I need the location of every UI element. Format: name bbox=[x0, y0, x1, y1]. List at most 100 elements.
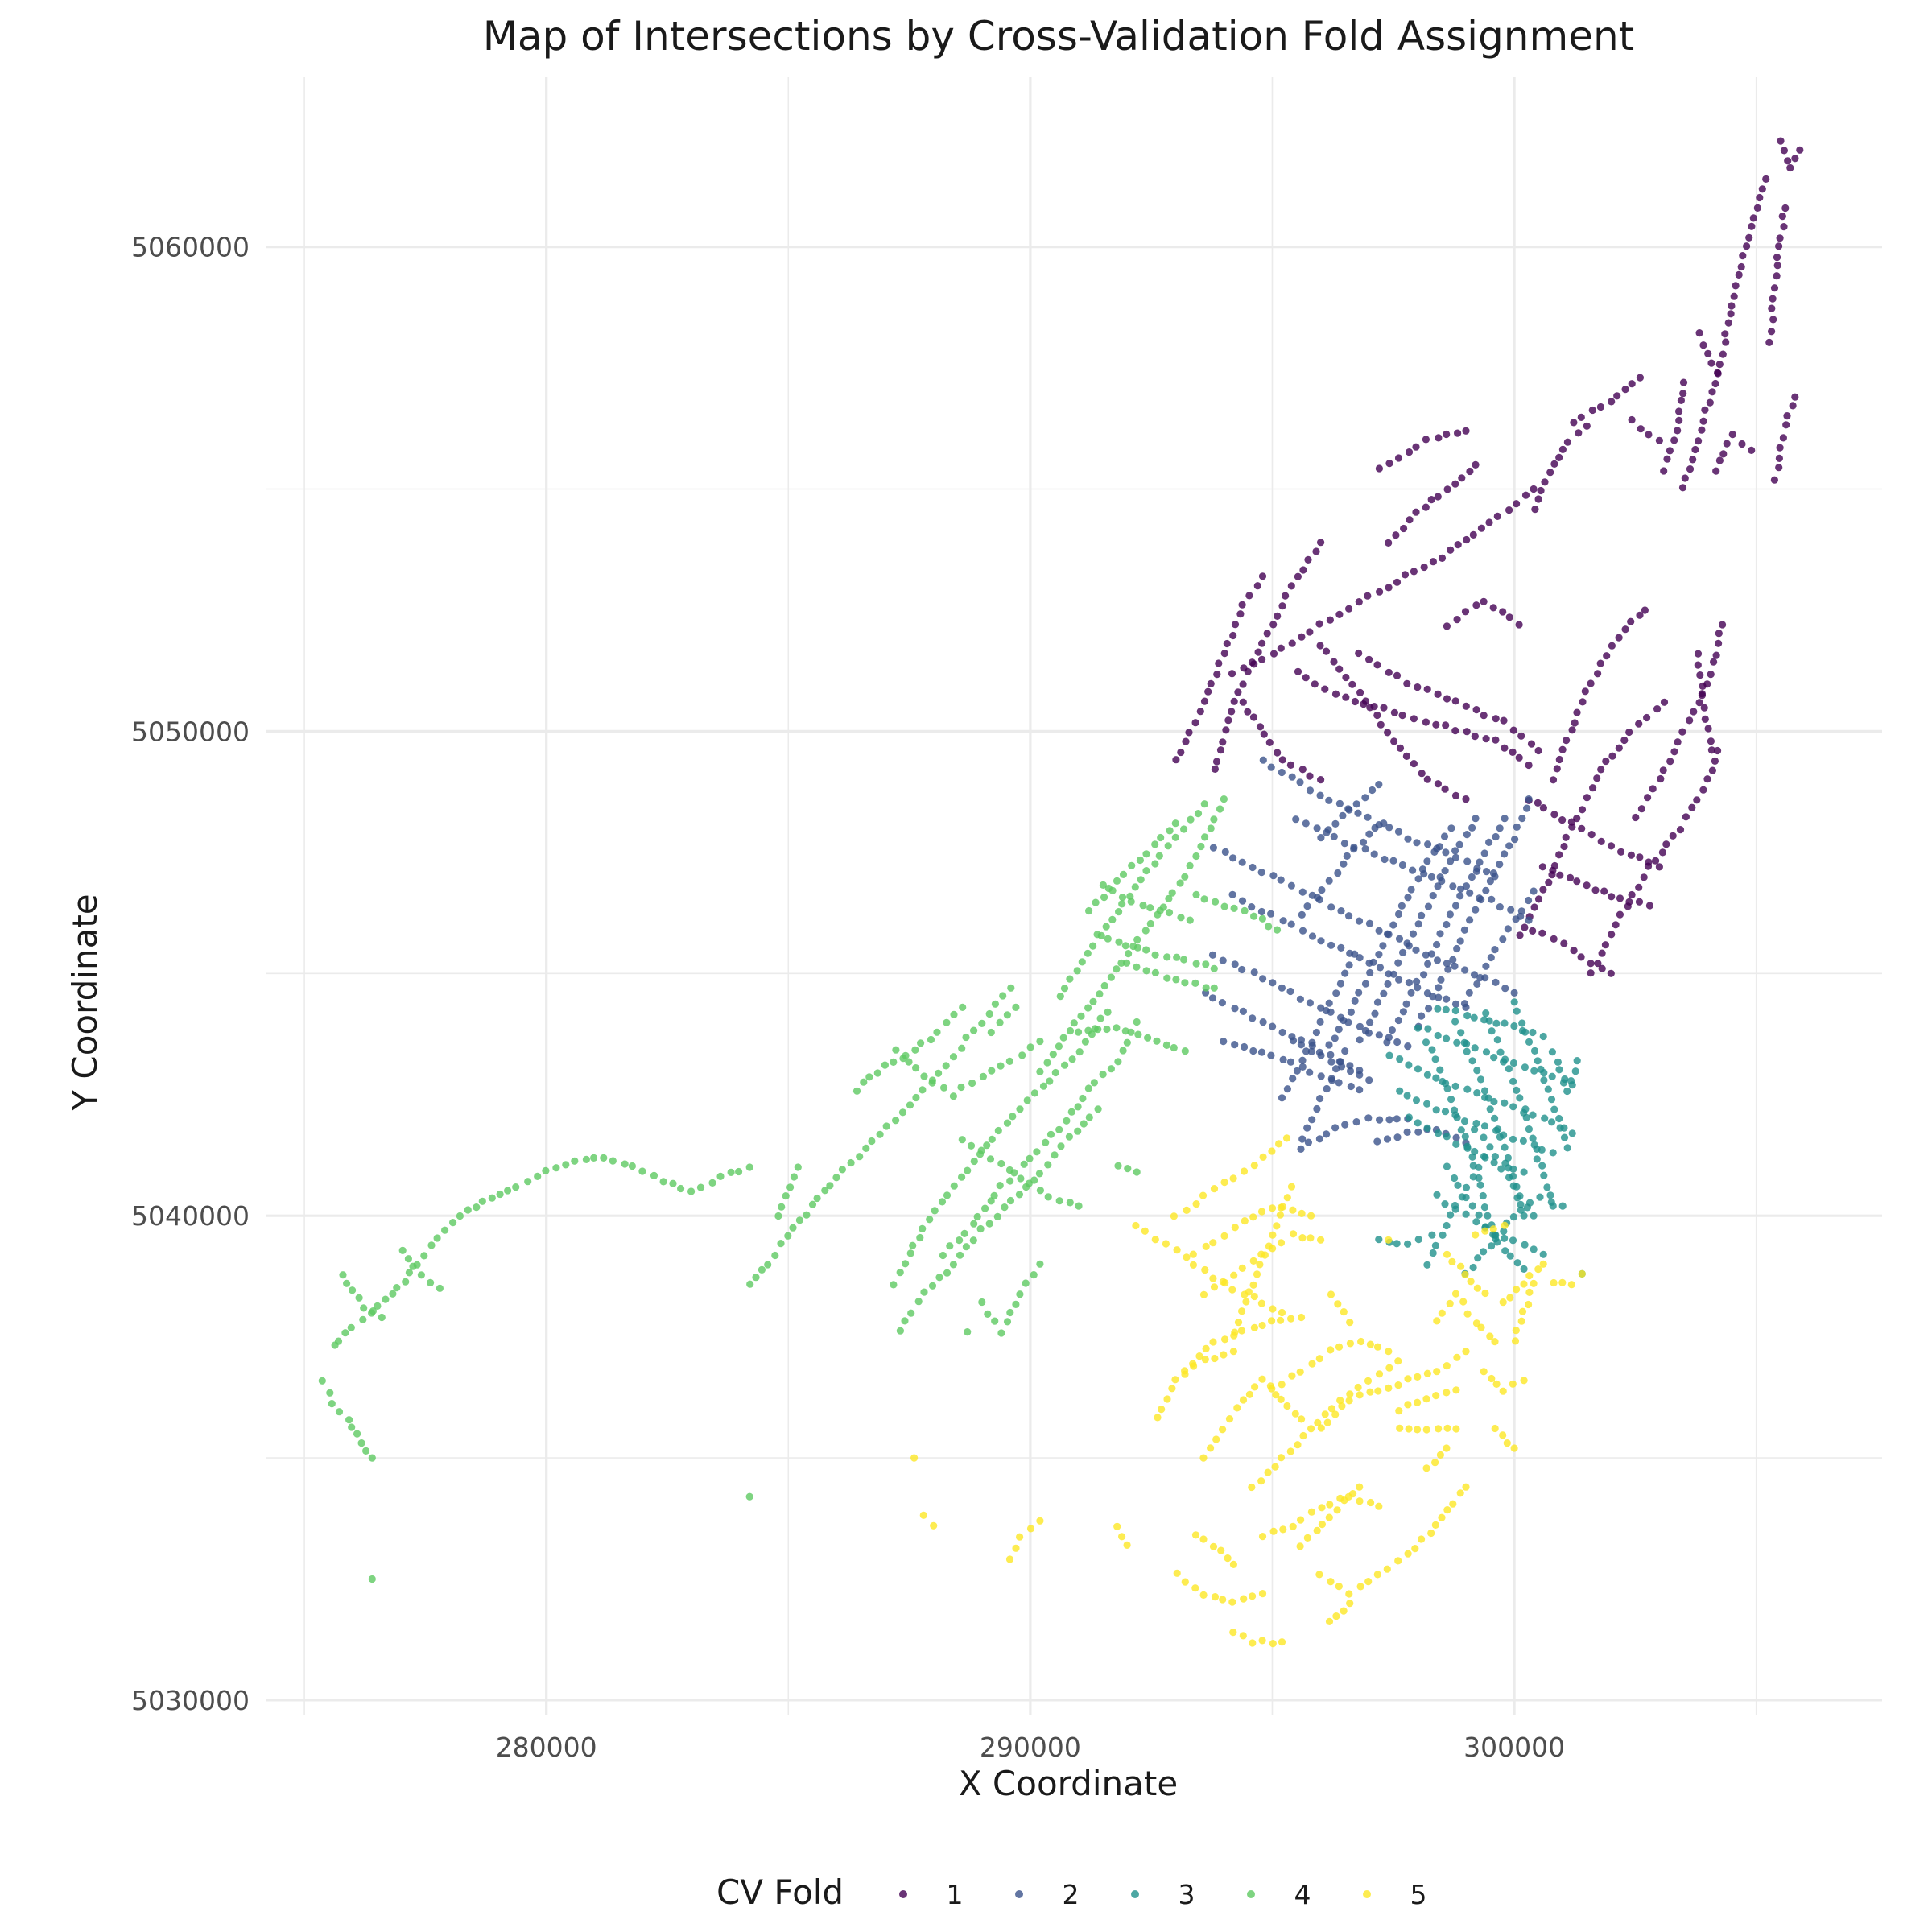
data-point bbox=[1491, 1114, 1499, 1122]
data-point bbox=[1530, 1046, 1539, 1055]
data-point bbox=[1490, 1158, 1498, 1166]
data-point bbox=[1229, 1629, 1237, 1637]
data-point bbox=[1315, 620, 1323, 628]
data-point bbox=[1248, 1483, 1256, 1492]
data-point bbox=[1332, 1612, 1340, 1620]
data-point bbox=[1503, 1439, 1511, 1447]
data-point bbox=[1728, 302, 1736, 310]
data-point bbox=[1490, 1054, 1498, 1062]
data-point bbox=[1392, 531, 1400, 539]
data-point bbox=[1776, 234, 1784, 242]
data-point bbox=[1238, 858, 1246, 866]
data-point bbox=[1123, 1038, 1131, 1046]
data-point bbox=[1303, 902, 1311, 910]
data-point bbox=[1356, 688, 1364, 697]
data-point bbox=[1581, 687, 1589, 696]
data-point bbox=[1433, 1191, 1441, 1199]
data-point bbox=[1492, 1380, 1501, 1388]
data-point bbox=[1472, 601, 1480, 609]
legend-key-fold-3 bbox=[1131, 1890, 1139, 1898]
data-point bbox=[1233, 1404, 1241, 1412]
data-point bbox=[1133, 1018, 1141, 1026]
data-point bbox=[1493, 1036, 1501, 1044]
data-point bbox=[901, 1317, 909, 1325]
data-point bbox=[1695, 699, 1703, 707]
data-point bbox=[1364, 1578, 1373, 1586]
data-point bbox=[1080, 1120, 1088, 1128]
data-point bbox=[524, 1178, 532, 1186]
data-point bbox=[1707, 737, 1715, 745]
data-point bbox=[427, 1241, 436, 1249]
data-point bbox=[1364, 592, 1372, 600]
data-point bbox=[1471, 1125, 1479, 1133]
data-point bbox=[1443, 622, 1451, 630]
data-point bbox=[1513, 500, 1521, 508]
data-point bbox=[1388, 1026, 1396, 1034]
data-point bbox=[1313, 1526, 1321, 1534]
data-point bbox=[1434, 1005, 1442, 1013]
data-point bbox=[1228, 1598, 1236, 1606]
data-point bbox=[1489, 1225, 1497, 1233]
data-point bbox=[1254, 648, 1262, 656]
data-point bbox=[1509, 1182, 1517, 1190]
data-point bbox=[1121, 1027, 1129, 1035]
data-point bbox=[1743, 242, 1751, 250]
data-point bbox=[1356, 954, 1364, 962]
data-point bbox=[970, 1157, 978, 1166]
data-point bbox=[1298, 1234, 1307, 1242]
data-point bbox=[1488, 1242, 1496, 1250]
data-point bbox=[1220, 1038, 1228, 1046]
data-point bbox=[914, 1298, 923, 1306]
data-point bbox=[1462, 882, 1471, 890]
data-point bbox=[1168, 889, 1176, 897]
data-point bbox=[1081, 1038, 1089, 1046]
data-point bbox=[1443, 430, 1451, 439]
data-point bbox=[1304, 555, 1312, 564]
data-point bbox=[1563, 1087, 1571, 1096]
data-point bbox=[1539, 886, 1547, 894]
data-point bbox=[940, 1084, 948, 1092]
data-point bbox=[1505, 1174, 1513, 1182]
data-point bbox=[1660, 698, 1669, 706]
data-point bbox=[1587, 969, 1595, 977]
data-point bbox=[1533, 1145, 1541, 1153]
data-point bbox=[1403, 679, 1411, 687]
data-point bbox=[1770, 284, 1779, 292]
data-point bbox=[1483, 868, 1491, 876]
data-point bbox=[1277, 876, 1285, 884]
data-point bbox=[1186, 861, 1194, 869]
data-point bbox=[1336, 980, 1344, 988]
data-point bbox=[1470, 1013, 1478, 1022]
data-point bbox=[1568, 726, 1576, 734]
data-point bbox=[1049, 1051, 1057, 1059]
data-point bbox=[1307, 1234, 1315, 1242]
data-point bbox=[353, 1430, 361, 1438]
data-point bbox=[1700, 704, 1708, 712]
data-point bbox=[382, 1295, 390, 1303]
data-point bbox=[1703, 775, 1711, 783]
data-point bbox=[1505, 506, 1513, 514]
data-point bbox=[1456, 937, 1464, 945]
data-point bbox=[789, 1224, 797, 1232]
data-point bbox=[1598, 964, 1606, 972]
data-point bbox=[1517, 1317, 1525, 1325]
data-point bbox=[1534, 1265, 1542, 1274]
data-point bbox=[1325, 796, 1333, 804]
data-point bbox=[1365, 1076, 1373, 1084]
data-point bbox=[1331, 1410, 1340, 1418]
data-point bbox=[1422, 503, 1430, 511]
data-point bbox=[1512, 1327, 1520, 1335]
data-point bbox=[1346, 1319, 1354, 1327]
data-point bbox=[1505, 842, 1513, 850]
data-point bbox=[1202, 1242, 1210, 1250]
data-point bbox=[927, 1035, 935, 1044]
data-point bbox=[1553, 765, 1561, 773]
data-point bbox=[1443, 1250, 1451, 1258]
data-point bbox=[1625, 728, 1633, 737]
data-point bbox=[1773, 254, 1781, 262]
data-point bbox=[1410, 568, 1418, 576]
data-point bbox=[1567, 1281, 1575, 1289]
data-point bbox=[1480, 1122, 1489, 1130]
data-point bbox=[1540, 1171, 1548, 1179]
data-point bbox=[1067, 1108, 1075, 1116]
